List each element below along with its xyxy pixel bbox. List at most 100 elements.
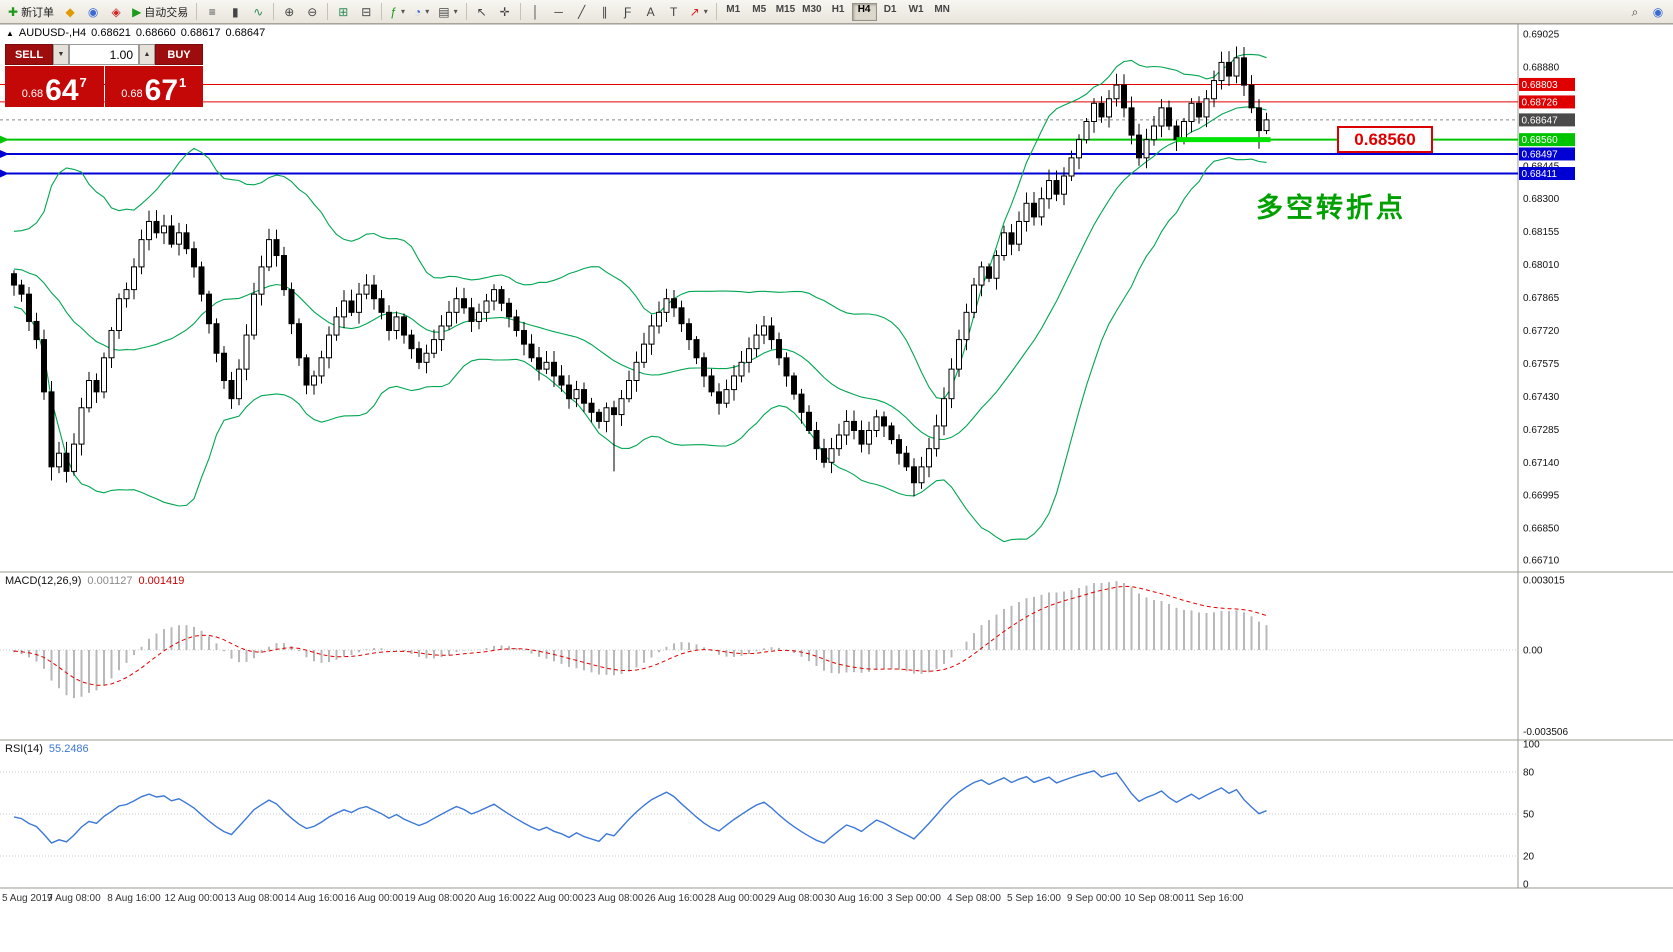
trendline-tool[interactable]: ╱ <box>571 2 593 22</box>
zoom-in-button[interactable]: ⊕ <box>278 2 300 22</box>
svg-text:50: 50 <box>1523 810 1535 821</box>
arrows-tool[interactable]: ↗ ▾ <box>686 2 712 22</box>
svg-text:0.68647: 0.68647 <box>1522 115 1559 126</box>
chart-annotation-text[interactable]: 多空转折点 <box>1256 193 1406 223</box>
sell-button[interactable]: SELL <box>5 44 53 65</box>
volume-decrease-button[interactable]: ▼ <box>53 44 69 65</box>
channel-tool[interactable]: ∥ <box>594 2 616 22</box>
candlestick-icon: ▮ <box>231 4 239 19</box>
svg-text:0.67865: 0.67865 <box>1523 293 1560 304</box>
sell-price-panel[interactable]: 0.68 64 7 <box>5 66 104 107</box>
svg-text:10 Sep 08:00: 10 Sep 08:00 <box>1124 893 1184 904</box>
svg-text:0.67720: 0.67720 <box>1523 326 1560 337</box>
svg-text:0: 0 <box>1523 880 1529 891</box>
buy-button[interactable]: BUY <box>155 44 203 65</box>
tile-windows-button[interactable]: ⊞ <box>332 2 354 22</box>
svg-text:5 Aug 2019: 5 Aug 2019 <box>2 893 53 904</box>
ohlc-low: 0.68617 <box>180 27 221 39</box>
autotrading-button[interactable]: ▶ 自动交易 <box>128 2 192 22</box>
cursor-button[interactable]: ↖ <box>471 2 493 22</box>
ohlc-high: 0.68660 <box>135 27 176 39</box>
new-order-icon: ✚ <box>8 4 19 19</box>
buy-price-pip: 1 <box>179 75 187 90</box>
svg-text:12 Aug 00:00: 12 Aug 00:00 <box>165 893 224 904</box>
new-order-button[interactable]: ✚ 新订单 <box>4 2 58 22</box>
sell-price-pip: 7 <box>79 75 87 90</box>
svg-text:0.003015: 0.003015 <box>1523 576 1565 587</box>
autotrading-icon: ▶ <box>132 4 142 19</box>
vertical-line-tool[interactable]: │ <box>525 2 547 22</box>
channel-icon: ∥ <box>601 4 608 19</box>
svg-text:19 Aug 08:00: 19 Aug 08:00 <box>405 893 464 904</box>
line-chart-button[interactable]: ∿ <box>247 2 269 22</box>
crosshair-button[interactable]: ✛ <box>494 2 516 22</box>
timeframe-m15[interactable]: M15 <box>775 3 796 15</box>
svg-text:0.68300: 0.68300 <box>1523 194 1560 205</box>
new-order-label: 新订单 <box>21 6 55 19</box>
macd-value-main: 0.001127 <box>87 575 133 587</box>
svg-text:23 Aug 08:00: 23 Aug 08:00 <box>585 893 644 904</box>
mql5-button[interactable]: ◆ <box>59 2 81 22</box>
timeframe-w1[interactable]: W1 <box>908 3 924 15</box>
news-button[interactable]: ◈ <box>105 2 127 22</box>
indicators-icon: ƒ <box>390 4 397 19</box>
price-level-callout[interactable]: 0.68560 <box>1337 126 1433 153</box>
rsi-value: 55.2486 <box>48 743 89 755</box>
zoom-in-icon: ⊕ <box>284 4 295 19</box>
arrange-windows-button[interactable]: ⊟ <box>355 2 377 22</box>
periods-button[interactable]: ◔ ▾ <box>410 2 433 22</box>
svg-text:3 Sep 00:00: 3 Sep 00:00 <box>887 893 941 904</box>
community-button[interactable]: ◉ <box>1647 2 1669 22</box>
chevron-down-icon: ▾ <box>400 7 405 16</box>
svg-text:8 Aug 16:00: 8 Aug 16:00 <box>107 893 161 904</box>
svg-text:0.68880: 0.68880 <box>1523 62 1560 73</box>
bar-chart-button[interactable]: ≡ <box>201 2 223 22</box>
news-icon: ◈ <box>111 4 121 19</box>
timeframe-h4[interactable]: H4 <box>851 2 877 21</box>
svg-text:20: 20 <box>1523 852 1535 863</box>
label-tool[interactable]: T <box>663 2 685 22</box>
toolbar-separator <box>273 3 275 20</box>
chevron-down-icon: ▾ <box>425 7 430 16</box>
svg-text:0.68155: 0.68155 <box>1523 227 1560 238</box>
svg-text:0.68497: 0.68497 <box>1522 149 1559 160</box>
templates-icon: ▤ <box>438 4 450 19</box>
tile-windows-icon: ⊞ <box>338 4 349 19</box>
profile-button[interactable]: ◉ <box>82 2 104 22</box>
macd-name: MACD(12,26,9) <box>5 575 82 587</box>
zoom-out-button[interactable]: ⊖ <box>301 2 323 22</box>
ohlc-close: 0.68647 <box>225 27 266 39</box>
timeframe-mn[interactable]: MN <box>934 3 950 15</box>
fibonacci-tool[interactable]: Ƒ <box>617 2 639 22</box>
svg-text:0.66850: 0.66850 <box>1523 524 1560 535</box>
templates-button[interactable]: ▤ ▾ <box>434 2 461 22</box>
svg-text:100: 100 <box>1523 740 1540 751</box>
search-icon: ⌕ <box>1631 4 1639 19</box>
timeframe-m1[interactable]: M1 <box>726 3 741 15</box>
toolbar-separator <box>715 3 717 20</box>
search-button[interactable]: ⌕ <box>1624 2 1646 22</box>
buy-price-big: 67 <box>144 73 179 107</box>
svg-text:-0.003506: -0.003506 <box>1523 727 1568 738</box>
svg-text:7 Aug 08:00: 7 Aug 08:00 <box>47 893 101 904</box>
buy-price-panel[interactable]: 0.68 67 1 <box>104 66 203 107</box>
indicators-button[interactable]: ƒ ▾ <box>386 2 409 22</box>
timeframe-m30[interactable]: M30 <box>802 3 822 15</box>
toolbar-separator <box>381 3 383 20</box>
text-icon: A <box>646 4 655 19</box>
timeframe-h1[interactable]: H1 <box>831 3 845 15</box>
volume-increase-button[interactable]: ▲ <box>139 44 155 65</box>
zoom-out-icon: ⊖ <box>307 4 318 19</box>
text-tool[interactable]: A <box>640 2 662 22</box>
timeframe-d1[interactable]: D1 <box>883 3 897 15</box>
candlestick-button[interactable]: ▮ <box>224 2 246 22</box>
sell-price-big: 64 <box>45 73 79 107</box>
arrange-windows-icon: ⊟ <box>361 4 372 19</box>
timeframe-m5[interactable]: M5 <box>752 3 767 15</box>
rsi-indicator-label: RSI(14) 55.2486 <box>5 743 89 755</box>
vertical-line-icon: │ <box>531 4 540 19</box>
svg-text:80: 80 <box>1523 768 1535 779</box>
volume-input[interactable]: 1.00 <box>69 44 139 65</box>
horizontal-line-tool[interactable]: ─ <box>548 2 570 22</box>
